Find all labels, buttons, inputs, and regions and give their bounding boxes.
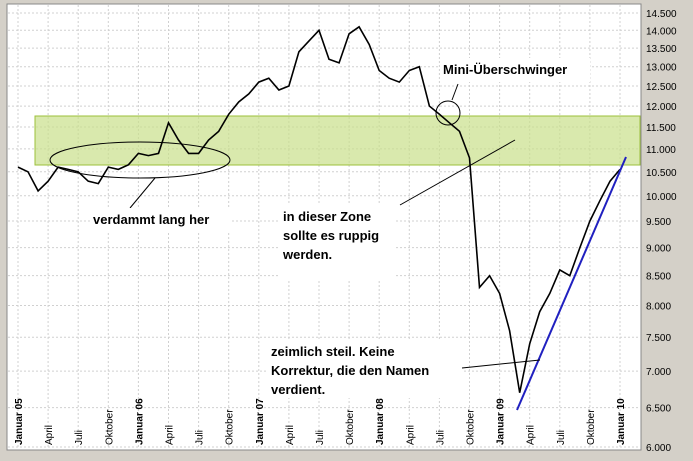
- annotation-text: Korrektur, die den Namen: [271, 363, 429, 378]
- x-tick-label: Juli: [556, 430, 567, 445]
- annotation-text: werden.: [282, 247, 332, 262]
- y-tick-label: 13.000: [646, 63, 677, 74]
- annotation-box: [90, 208, 230, 232]
- circle-marker: [435, 100, 461, 126]
- y-tick-label: 10.000: [646, 192, 677, 203]
- price-line: [17, 25, 621, 393]
- y-tick-label: 6.500: [646, 404, 671, 415]
- x-tick-label: April: [285, 425, 296, 445]
- y-tick-label: 13.500: [646, 44, 677, 55]
- pointer: [399, 139, 516, 206]
- x-tick-label: April: [44, 425, 55, 445]
- ellipse-marker: [49, 141, 231, 179]
- x-tick-label: Juli: [74, 430, 85, 445]
- x-tick-label: Juli: [315, 430, 326, 445]
- x-tick-label: Juli: [435, 430, 446, 445]
- x-tick-label: Januar 08: [375, 398, 386, 445]
- annotation-box: [440, 58, 590, 82]
- x-tick-label: Januar 06: [134, 398, 145, 445]
- annotation-text: in dieser Zone: [283, 209, 371, 224]
- annotation-text: verdient.: [271, 382, 325, 397]
- pointer: [451, 83, 459, 101]
- x-tick-label: Oktober: [466, 409, 477, 445]
- pointer: [129, 177, 156, 209]
- y-tick-label: 9.000: [646, 244, 671, 255]
- annotation-text: sollte es ruppig: [283, 228, 379, 243]
- y-tick-label: 11.000: [646, 145, 676, 156]
- annotation-text: verdammt lang her: [93, 212, 209, 227]
- pointer: [461, 359, 541, 369]
- x-tick-label: Januar 09: [496, 398, 507, 445]
- y-tick-label: 12.500: [646, 82, 677, 93]
- x-tick-label: Oktober: [104, 409, 115, 445]
- y-tick-label: 9.500: [646, 217, 671, 228]
- x-tick-label: April: [526, 425, 537, 445]
- x-tick-label: Juli: [195, 430, 206, 445]
- annotation-text: Mini-Überschwinger: [443, 62, 567, 77]
- x-tick-label: Oktober: [225, 409, 236, 445]
- x-tick-label: Januar 05: [14, 398, 25, 445]
- annotation-box: [280, 205, 395, 280]
- annotation-text: zeimlich steil. Keine: [271, 344, 395, 359]
- y-tick-label: 7.500: [646, 333, 671, 344]
- y-tick-label: 14.000: [646, 26, 677, 37]
- y-tick-label: 14.500: [646, 9, 677, 20]
- y-tick-label: 7.000: [646, 367, 671, 378]
- trend-line: [516, 156, 627, 411]
- y-tick-label: 8.500: [646, 272, 671, 283]
- x-tick-label: Januar 07: [255, 398, 266, 445]
- y-tick-label: 8.000: [646, 302, 671, 313]
- x-tick-label: April: [165, 425, 176, 445]
- x-tick-label: Januar 10: [616, 398, 627, 445]
- y-tick-label: 12.000: [646, 102, 677, 113]
- y-tick-label: 10.500: [646, 168, 677, 179]
- x-tick-label: Oktober: [345, 409, 356, 445]
- y-tick-label: 11.500: [646, 123, 676, 134]
- x-tick-label: April: [405, 425, 416, 445]
- y-tick-label: 6.000: [646, 443, 671, 454]
- zone-band: [34, 115, 641, 166]
- x-tick-label: Oktober: [586, 409, 597, 445]
- annotation-box: [268, 340, 462, 398]
